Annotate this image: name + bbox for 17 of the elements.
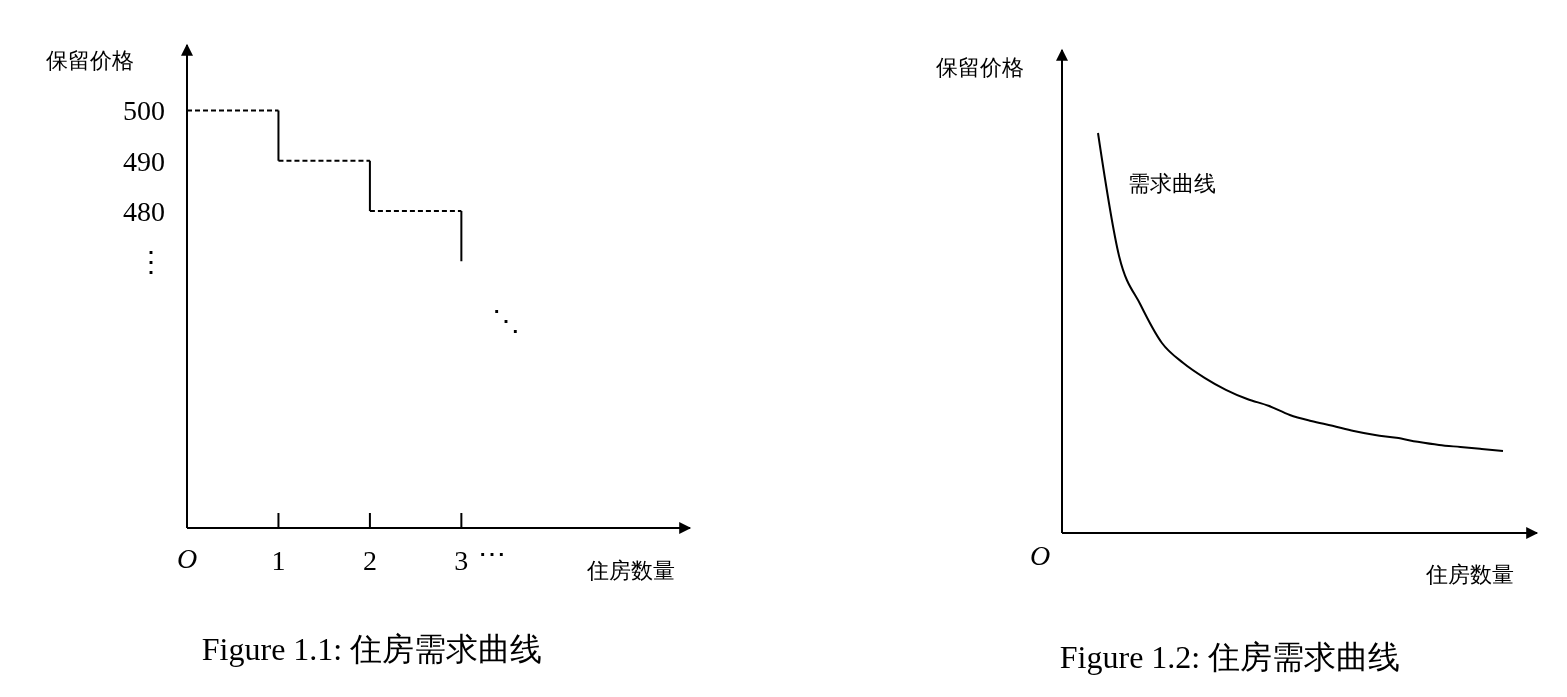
y-tick-label: 490 (123, 145, 165, 177)
y-tick-label: 480 (123, 195, 165, 227)
x-tick-label: 2 (362, 544, 377, 576)
x-tick-label: O (176, 542, 198, 574)
y-axis-title: 保留价格 (936, 55, 1024, 80)
x-axis-title: 住房数量 (586, 558, 675, 583)
x-tick-label: 1 (271, 544, 286, 576)
x-axis-title: 住房数量 (1425, 562, 1514, 587)
text: Figure 1.2: 住房需求曲线 (1059, 639, 1401, 675)
y-axis-title: 保留价格 (46, 48, 134, 73)
text: ⋯ (478, 538, 506, 569)
x-tick-label: 3 (454, 544, 469, 576)
text: Figure 1.1: 住房需求曲线 (201, 631, 543, 667)
annotation: ⋱ (492, 305, 520, 336)
y-tick-label: ⋮ (137, 246, 165, 278)
y-tick-label: 500 (123, 95, 165, 127)
annotation: 需求曲线 (1128, 171, 1216, 196)
